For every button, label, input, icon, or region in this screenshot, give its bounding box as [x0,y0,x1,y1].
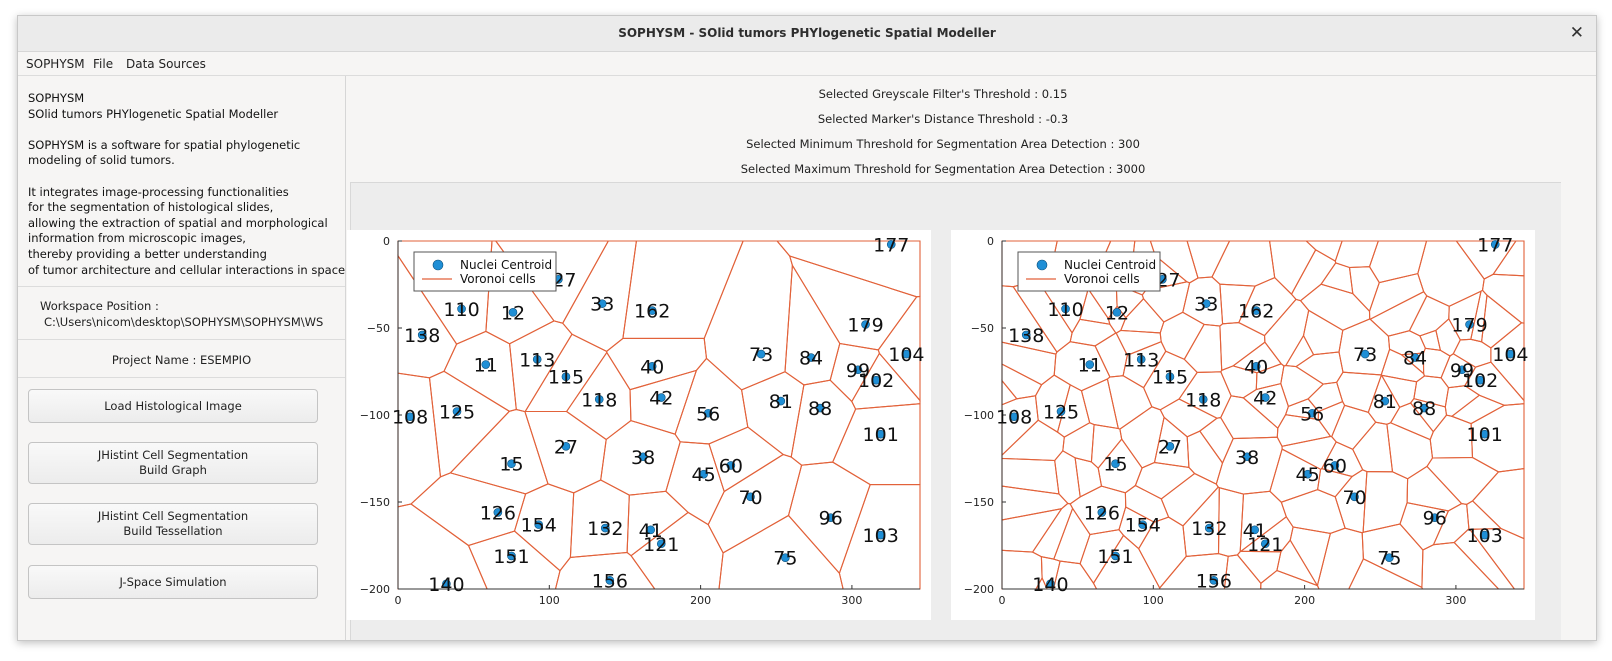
button-label: JHistint Cell Segmentation [97,509,249,523]
close-icon[interactable]: ✕ [1569,23,1584,43]
about-line: SOlid tumors PHYlogenetic Spatial Modell… [28,106,279,121]
button-label: J-Space Simulation [119,574,227,589]
main-panel: Selected Greyscale Filter's Threshold : … [346,76,1596,640]
min-area-threshold-text: Selected Minimum Threshold for Segmentat… [746,137,1140,151]
about-line: for the segmentation of histological sli… [28,200,274,215]
build-tessellation-button[interactable]: JHistint Cell Segmentation Build Tessell… [28,503,318,545]
about-line: modeling of solid tumors. [28,153,175,168]
divider [18,286,345,287]
divider [18,377,345,378]
menu-file[interactable]: File [93,57,114,71]
about-line [28,122,349,138]
max-area-threshold-text: Selected Maximum Threshold for Segmentat… [740,162,1146,176]
menu-sophysm[interactable]: SOPHYSM [26,57,85,71]
button-label: Build Graph [139,463,207,477]
greyscale-threshold-text: Selected Greyscale Filter's Threshold : … [818,87,1068,101]
workspace-path: C:\Users\nicom\desktop\SOPHYSM\SOPHYSM\W… [44,315,324,329]
about-line: allowing the extraction of spatial and m… [28,215,328,230]
about-line: SOPHYSM is a software for spatial phylog… [28,137,301,152]
button-label: Build Tessellation [123,524,223,538]
about-line [28,169,349,185]
window-title: SOPHYSM - SOlid tumors PHYlogenetic Spat… [618,26,996,40]
project-name: Project Name : ESEMPIO [111,353,252,367]
app-window: SOPHYSM - SOlid tumors PHYlogenetic Spat… [17,15,1597,641]
title-bar[interactable]: SOPHYSM - SOlid tumors PHYlogenetic Spat… [18,16,1596,52]
button-label: JHistint Cell Segmentation [97,448,249,462]
menu-bar: SOPHYSM File Data Sources [18,52,1596,76]
plot-area [350,182,1561,640]
menu-data-sources[interactable]: Data Sources [126,57,206,71]
marker-distance-threshold-text: Selected Marker's Distance Threshold : -… [817,112,1069,126]
about-line: SOPHYSM [28,91,85,105]
about-line: information from microscopic images, [28,231,246,246]
button-label: Load Histological Image [104,398,242,413]
workspace-label: Workspace Position : [40,299,159,313]
about-line: thereby providing a better understanding [28,246,267,261]
about-text: SOPHYSM SOlid tumors PHYlogenetic Spatia… [28,91,349,278]
load-histological-image-button[interactable]: Load Histological Image [28,389,318,423]
build-graph-button[interactable]: JHistint Cell Segmentation Build Graph [28,442,318,484]
sidebar: SOPHYSM SOlid tumors PHYlogenetic Spatia… [18,76,349,640]
about-line: It integrates image-processing functiona… [28,184,289,199]
jspace-simulation-button[interactable]: J-Space Simulation [28,565,318,599]
divider [18,339,345,340]
about-line: of tumor architecture and cellular inter… [28,262,349,277]
